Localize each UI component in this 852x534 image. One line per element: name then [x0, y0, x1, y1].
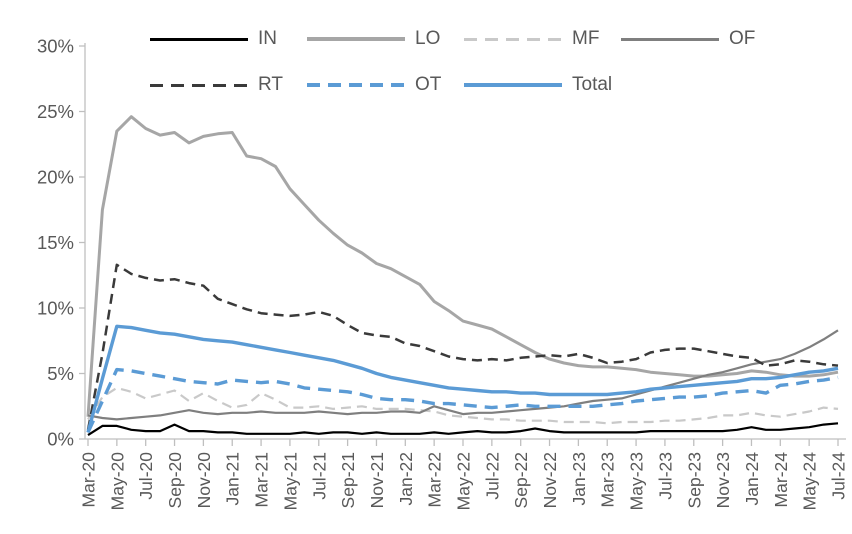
- legend-item-rt: RT: [150, 74, 307, 96]
- legend-item-ot: OT: [307, 74, 464, 96]
- x-axis-tick-label: May-20: [107, 452, 127, 511]
- legend-item-in: IN: [150, 28, 307, 50]
- x-axis-tick-label: May-23: [627, 452, 647, 510]
- series-line-mf: [87, 386, 839, 425]
- y-axis-tick-label: 25%: [37, 101, 74, 122]
- legend-item-total: Total: [464, 74, 621, 96]
- x-axis-tick-label: Mar-22: [425, 452, 445, 507]
- x-axis-tick-label: Mar-21: [252, 452, 272, 507]
- legend-swatch-lo: [307, 37, 405, 41]
- y-axis-tick-label: 10%: [37, 298, 74, 319]
- y-axis-tick-label: 30%: [37, 36, 74, 57]
- legend-item-lo: LO: [307, 28, 464, 50]
- legend-swatch-mf: [464, 37, 562, 41]
- x-axis-tick-label: Mar-23: [598, 452, 618, 507]
- x-axis-tick-label: Jan-24: [742, 452, 762, 506]
- legend-row-1: IN LO MF OF: [150, 26, 810, 52]
- series-line-rt: [86, 263, 839, 431]
- legend-label-total: Total: [572, 74, 613, 95]
- series-line-in: [87, 422, 839, 437]
- x-axis-tick-label: Nov-22: [540, 452, 560, 508]
- x-axis-tick-label: May-22: [454, 452, 474, 510]
- x-axis-tick-label: Mar-24: [771, 452, 791, 508]
- x-axis-tick-label: Nov-20: [194, 452, 214, 509]
- x-axis-tick-label: Mar-20: [79, 452, 99, 508]
- legend-item-of: OF: [621, 28, 778, 50]
- x-axis-tick-label: Jul-21: [309, 452, 329, 500]
- legend-swatch-total: [464, 83, 562, 87]
- x-axis-tick-label: Jan-23: [569, 452, 589, 506]
- series-line-lo: [86, 115, 839, 417]
- legend-label-in: IN: [258, 28, 277, 49]
- x-axis-tick-label: May-24: [800, 452, 820, 511]
- x-axis-tick-label: Nov-21: [367, 452, 387, 508]
- y-axis-tick-label: 5%: [47, 363, 74, 384]
- series-line-total: [86, 324, 839, 433]
- legend-label-mf: MF: [572, 28, 600, 49]
- chart-legend: IN LO MF OF RT OT Total: [150, 26, 810, 118]
- legend-swatch-rt: [150, 83, 248, 87]
- x-axis-tick-label: Sep-20: [165, 452, 185, 509]
- x-axis-tick-label: Sep-21: [338, 452, 358, 508]
- legend-row-2: RT OT Total: [150, 72, 810, 98]
- x-axis-tick-label: Jan-22: [396, 452, 416, 506]
- x-axis-tick-label: Jul-24: [829, 452, 849, 500]
- x-axis-tick-label: Jan-21: [223, 452, 243, 506]
- x-axis-tick-label: Jul-23: [655, 452, 675, 500]
- legend-swatch-ot: [307, 83, 405, 87]
- x-axis-tick-label: Sep-23: [684, 452, 704, 508]
- series-line-ot: [86, 367, 839, 434]
- x-axis-tick-label: Sep-22: [511, 452, 531, 508]
- x-axis-tick-label: Jul-22: [482, 452, 502, 500]
- y-axis-tick-label: 20%: [37, 167, 74, 188]
- legend-label-ot: OT: [415, 74, 442, 95]
- legend-item-mf: MF: [464, 28, 621, 50]
- x-axis-tick-label: Nov-23: [713, 452, 733, 508]
- legend-label-of: OF: [729, 28, 756, 49]
- legend-label-lo: LO: [415, 28, 441, 49]
- x-axis-tick-label: Jul-20: [136, 452, 156, 500]
- x-axis-tick-label: May-21: [280, 452, 300, 510]
- y-axis-tick-label: 15%: [37, 232, 74, 253]
- series-line-of: [87, 329, 839, 421]
- legend-swatch-in: [150, 37, 248, 41]
- legend-swatch-of: [621, 37, 719, 41]
- y-axis-tick-label: 0%: [47, 429, 74, 450]
- legend-label-rt: RT: [258, 74, 283, 95]
